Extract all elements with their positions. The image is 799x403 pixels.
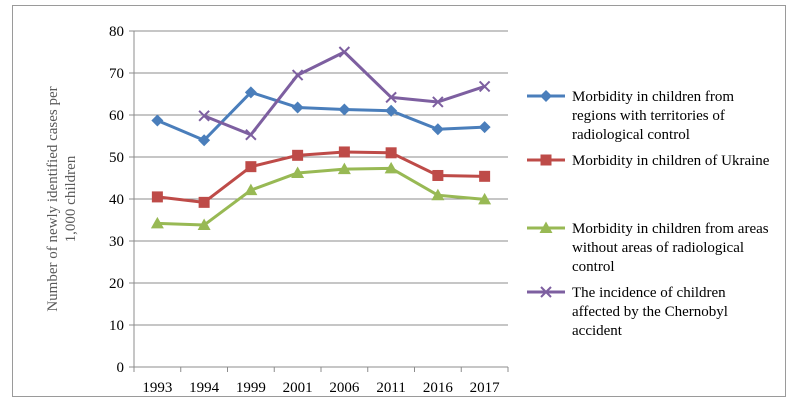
series-1 (151, 86, 491, 147)
data-point (478, 192, 492, 205)
data-point (291, 69, 304, 81)
y-tick-label: 40 (109, 192, 124, 208)
data-point (432, 96, 444, 108)
data-point (150, 216, 164, 229)
axes (129, 30, 509, 372)
data-point (338, 103, 351, 116)
data-point (291, 101, 304, 114)
legend-swatch-marker (540, 90, 552, 102)
y-tick-label: 30 (109, 234, 124, 250)
data-point (151, 191, 163, 203)
gridlines (134, 30, 508, 326)
series-2 (151, 146, 491, 208)
data-point (291, 166, 305, 178)
legend-entry: The incidence of children affected by the… (527, 285, 728, 339)
data-point (197, 218, 211, 231)
legend-entry: Morbidity in children from regions with t… (527, 89, 734, 143)
x-tick-label: 2006 (329, 380, 360, 396)
legend-swatch-marker (539, 221, 553, 233)
data-point (198, 134, 211, 147)
x-tick-label: 1994 (189, 380, 220, 396)
y-tick-labels: 0 10 20 30 40 50 60 70 80 (109, 24, 124, 376)
data-point (245, 161, 257, 173)
legend-entry: Morbidity in children from areas without … (527, 221, 769, 275)
legend-entry: Morbidity in children of Ukraine (527, 153, 770, 169)
data-point (478, 121, 491, 134)
data-point (384, 161, 398, 174)
data-point (198, 110, 210, 122)
data-point (338, 46, 351, 58)
data-point (292, 149, 304, 161)
y-axis-label: Number of newly identified cases per 1,00… (45, 86, 79, 311)
data-point (385, 104, 398, 117)
data-point (479, 170, 491, 182)
x-tick-labels: 1993 1994 1999 2001 2006 2011 2016 2017 (142, 380, 500, 396)
x-tick-label: 2017 (470, 380, 501, 396)
y-tick-label: 50 (109, 150, 124, 166)
legend-swatch-marker (540, 154, 552, 166)
data-point (245, 129, 257, 141)
x-tick-label: 2016 (423, 380, 454, 396)
y-tick-label: 0 (117, 360, 125, 376)
data-point (432, 169, 444, 181)
data-point (198, 196, 210, 208)
data-point (431, 188, 445, 201)
data-point (338, 146, 350, 158)
series-layer (150, 46, 492, 231)
data-point (151, 114, 164, 127)
legend-label: Morbidity in children of Ukraine (572, 153, 770, 169)
data-point (478, 80, 491, 93)
legend-swatch-marker (540, 286, 552, 298)
x-tick-label: 2011 (376, 380, 405, 396)
x-tick-label: 2001 (283, 380, 313, 396)
legend: Morbidity in children from regions with t… (527, 89, 770, 339)
y-tick-label: 80 (109, 24, 124, 40)
data-point (244, 183, 258, 196)
data-point (385, 91, 397, 104)
series-3 (150, 161, 492, 231)
y-tick-label: 70 (109, 66, 124, 82)
legend-label: The incidence of children affected by the… (572, 285, 728, 339)
data-point (385, 147, 397, 159)
y-tick-label: 10 (109, 318, 124, 334)
data-point (244, 86, 257, 99)
x-tick-label: 1999 (236, 380, 266, 396)
legend-label: Morbidity in children from regions with t… (572, 89, 734, 143)
series-4 (198, 46, 491, 141)
series-line (156, 90, 485, 142)
y-tick-label: 20 (109, 276, 124, 292)
series-line (157, 150, 485, 204)
series-line (157, 166, 485, 227)
legend-label: Morbidity in children from areas without … (572, 221, 769, 275)
y-tick-label: 60 (109, 108, 124, 124)
data-point (337, 162, 351, 175)
chart-frame (12, 5, 786, 397)
data-point (431, 123, 444, 136)
x-tick-label: 1993 (142, 380, 172, 396)
